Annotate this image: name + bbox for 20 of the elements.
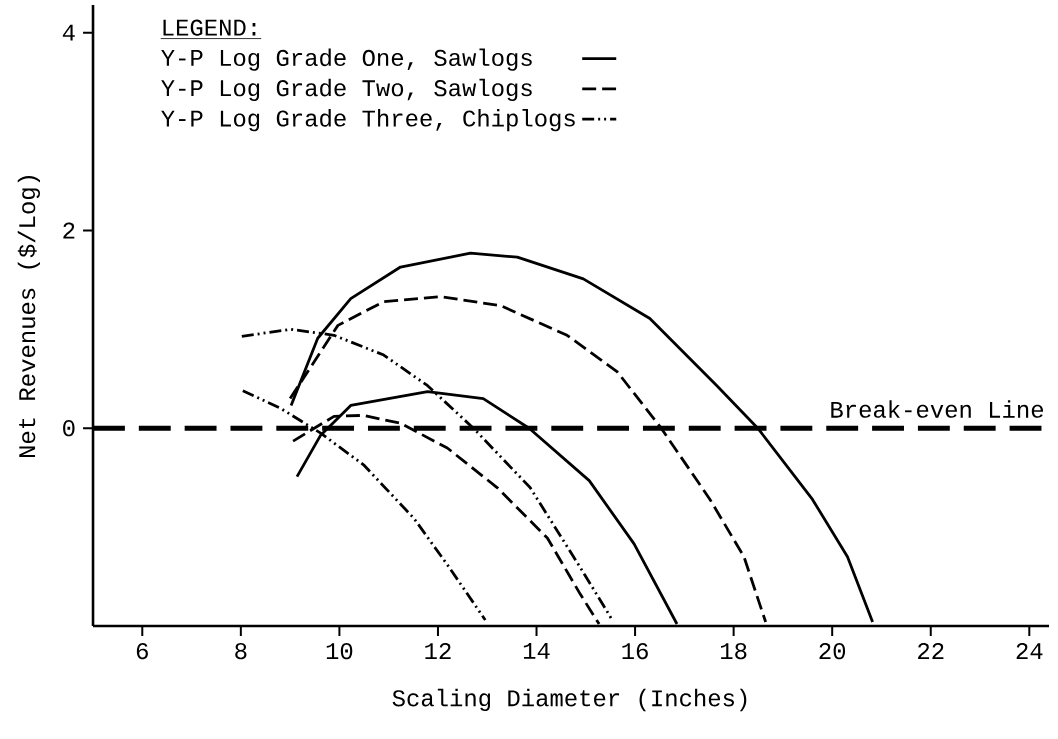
x-tick-label: 10 — [326, 643, 353, 660]
y-axis-title: Net Revenues ($/Log) — [17, 176, 41, 458]
ref-line-label: Break-even Line — [831, 400, 1044, 418]
x-tick-label: 14 — [523, 643, 550, 659]
x-tick-label: 24 — [1016, 643, 1043, 659]
x-tick-label: 20 — [819, 643, 846, 660]
x-tick-label: 22 — [918, 643, 944, 659]
x-tick-label: 6 — [136, 643, 148, 660]
x-tick-label: 12 — [425, 643, 451, 659]
y-tick-label: 0 — [63, 420, 75, 437]
x-tick-label: 16 — [622, 643, 648, 660]
legend-label: Y-P Log Grade Two, Sawlogs — [161, 78, 532, 102]
y-tick-label: 2 — [63, 222, 75, 239]
y-tick-label: 4 — [62, 24, 75, 41]
legend-label: Y-P Log Grade One, Sawlogs — [161, 48, 532, 71]
x-axis-title: Scaling Diameter (Inches) — [392, 688, 747, 712]
legend-title: LEGEND: — [163, 19, 256, 36]
x-tick-label: 8 — [235, 643, 247, 660]
x-tick-label: 18 — [721, 643, 747, 660]
legend-label: Y-P Log Grade Three, Chiplogs — [161, 109, 575, 132]
